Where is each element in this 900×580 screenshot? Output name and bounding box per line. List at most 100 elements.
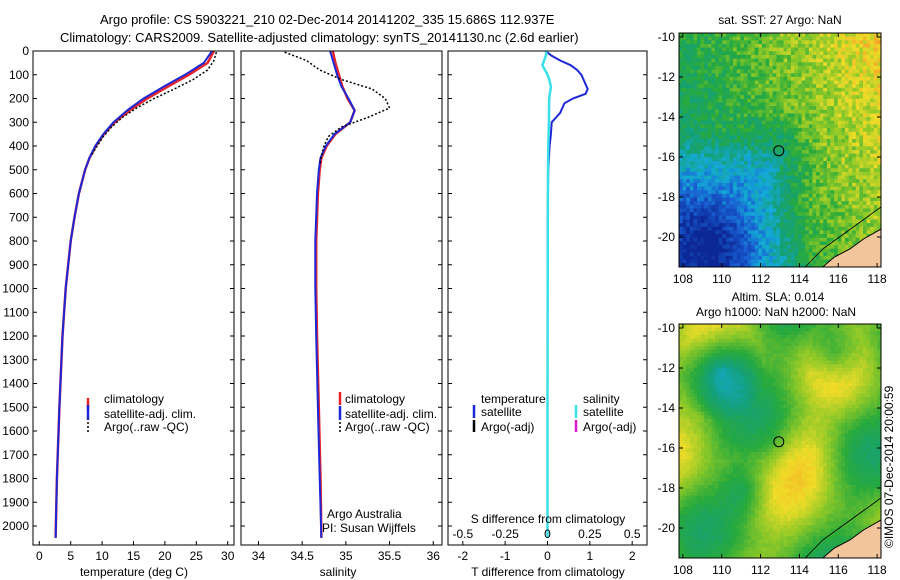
map-cell	[837, 230, 842, 235]
map-cell	[758, 190, 763, 195]
map-cell	[722, 215, 727, 221]
map-cell	[862, 175, 868, 180]
map-cell	[711, 84, 716, 89]
map-cell	[819, 76, 824, 82]
map-cell	[711, 393, 716, 398]
map-cell	[733, 40, 738, 45]
map-cell	[776, 256, 781, 261]
map-cell	[852, 230, 857, 235]
map-cell	[747, 197, 752, 202]
temperature-ticks: 0100200300400500600700800900100011001200…	[2, 44, 234, 563]
map-cell	[715, 84, 720, 89]
map-cell	[794, 113, 799, 118]
map-cell	[830, 360, 835, 365]
map-cell	[870, 146, 875, 151]
map-cell	[873, 150, 878, 155]
map-cell	[852, 54, 857, 60]
map-cell	[855, 219, 860, 224]
map-cell	[805, 193, 810, 199]
map-cell	[758, 338, 763, 343]
map-cell	[834, 69, 839, 74]
map-cell	[747, 43, 752, 49]
map-cell	[841, 353, 846, 358]
map-cell	[819, 234, 824, 239]
map-cell	[780, 36, 785, 41]
map-cell	[751, 117, 756, 122]
map-cell	[765, 40, 770, 45]
map-cell	[826, 47, 832, 52]
map-cell	[733, 324, 738, 329]
map-cell	[707, 40, 713, 45]
map-cell	[790, 371, 796, 376]
map-cell	[834, 80, 839, 85]
map-cell	[819, 36, 824, 41]
map-cell	[808, 76, 814, 82]
map-cell	[743, 375, 749, 380]
map-cell	[754, 142, 759, 147]
map-cell	[877, 102, 881, 107]
map-cell	[736, 171, 741, 177]
map-cell	[837, 150, 842, 155]
map-cell	[693, 338, 698, 343]
temperature-plot-area	[54, 51, 218, 538]
map-cell	[758, 331, 763, 336]
map-cell	[729, 76, 734, 82]
map-cell	[816, 84, 821, 89]
map-cell	[805, 331, 810, 336]
map-cell	[841, 51, 846, 56]
map-cell	[761, 201, 767, 206]
map-cell	[862, 353, 868, 358]
map-cell	[693, 256, 698, 261]
map-cell	[801, 128, 806, 133]
map-cell	[711, 353, 716, 358]
map-cell	[751, 131, 756, 136]
map-cell	[754, 248, 759, 253]
map-cell	[743, 212, 749, 217]
map-cell	[844, 98, 850, 104]
map-cell	[844, 36, 850, 41]
map-cell	[689, 230, 695, 235]
map-cell	[844, 102, 850, 107]
map-cell	[743, 51, 749, 56]
map-cell	[870, 375, 875, 380]
map-cell	[733, 201, 738, 206]
map-cell	[704, 204, 709, 210]
map-cell	[794, 263, 799, 267]
map-cell	[855, 182, 860, 188]
map-cell	[794, 386, 799, 391]
map-cell	[859, 179, 864, 184]
map-cell	[686, 117, 691, 122]
map-cell	[852, 175, 857, 180]
map-cell	[679, 378, 684, 384]
map-cell	[837, 160, 842, 166]
map-cell	[689, 120, 695, 126]
map-cell	[780, 389, 785, 395]
map-cell	[812, 349, 817, 354]
map-cell	[740, 386, 745, 391]
map-cell	[826, 179, 832, 184]
map-cell	[808, 204, 814, 210]
map-cell	[769, 95, 774, 100]
map-cell	[787, 356, 792, 362]
map-cell	[722, 73, 727, 78]
map-cell	[697, 248, 702, 253]
map-cell	[761, 245, 767, 250]
map-cell	[689, 201, 695, 206]
map-cell	[772, 226, 777, 232]
map-cell	[743, 334, 749, 340]
map-cell	[808, 252, 814, 257]
map-cell	[805, 36, 810, 41]
map-cell	[830, 197, 835, 202]
map-cell	[758, 193, 763, 199]
map-cell	[783, 342, 788, 347]
map-cell	[686, 80, 691, 85]
map-cell	[848, 342, 853, 347]
map-cell	[715, 157, 720, 162]
map-cell	[718, 171, 723, 177]
map-cell	[718, 33, 723, 38]
map-cell	[722, 95, 727, 100]
map-cell	[761, 375, 767, 380]
map-cell	[736, 87, 741, 93]
map-cell	[697, 245, 702, 250]
map-cell	[729, 259, 734, 264]
